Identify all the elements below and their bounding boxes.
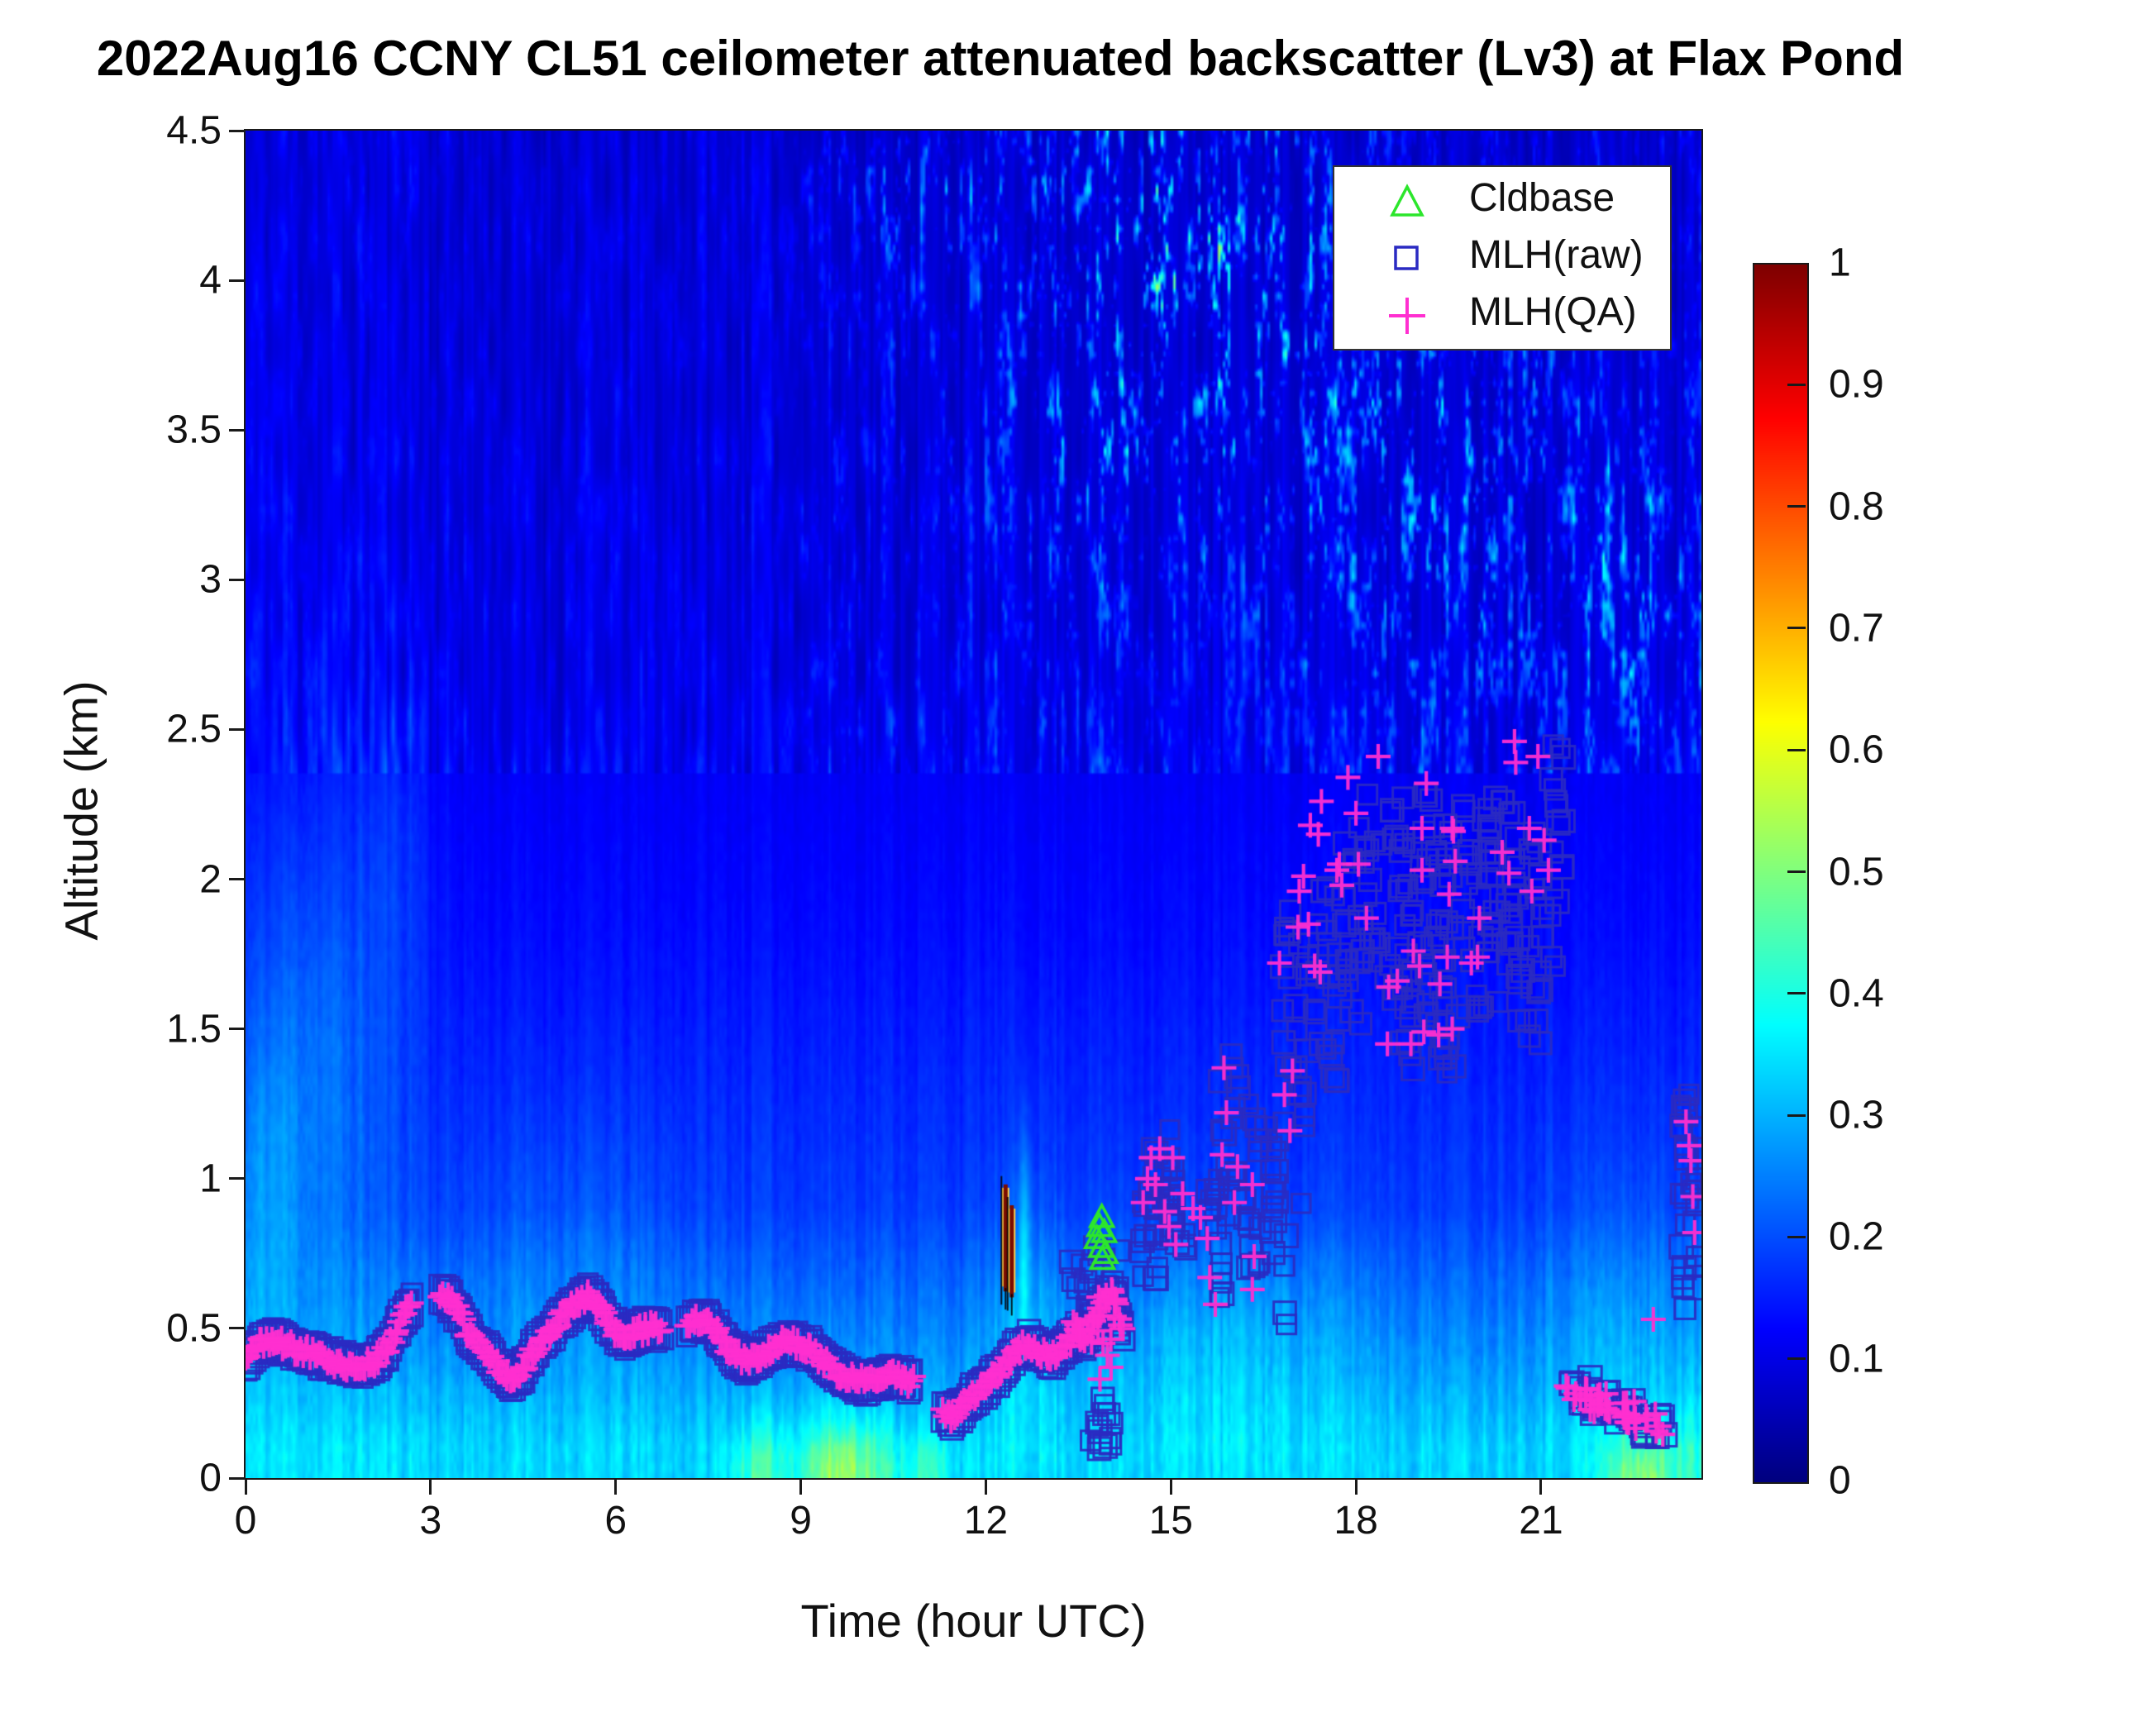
colorbar — [1753, 263, 1809, 1484]
y-tick-label: 0 — [199, 1456, 222, 1500]
x-tick-label: 21 — [1519, 1499, 1563, 1543]
y-tick-label: 2 — [199, 857, 222, 902]
colorbar-tick — [1787, 627, 1806, 630]
y-tick-label: 1.5 — [166, 1007, 222, 1052]
colorbar-tick — [1787, 1357, 1806, 1361]
legend-row-mlh-qa: MLH(QA) — [1334, 288, 1670, 345]
y-axis-label: Altitude (km) — [55, 680, 107, 941]
y-tick-label: 0.5 — [166, 1306, 222, 1351]
x-axis-label: Time (hour UTC) — [800, 1595, 1147, 1647]
mlh-qa-plus-icon — [1384, 293, 1430, 339]
colorbar-tick — [1787, 505, 1806, 508]
colorbar-tick-label: 1 — [1829, 241, 1851, 285]
colorbar-tick-label: 0.9 — [1829, 362, 1884, 407]
colorbar-tick-label: 0.6 — [1829, 727, 1884, 772]
y-tick — [229, 428, 246, 432]
y-tick — [229, 1177, 246, 1180]
y-tick-label: 3 — [199, 557, 222, 602]
colorbar-gradient — [1754, 265, 1807, 1482]
y-tick — [229, 279, 246, 282]
heatmap-scatter-canvas — [246, 131, 1701, 1478]
legend-label-mlh-qa: MLH(QA) — [1469, 290, 1637, 334]
x-tick — [244, 1478, 247, 1495]
colorbar-tick — [1787, 383, 1806, 386]
colorbar-tick-label: 0.2 — [1829, 1214, 1884, 1259]
colorbar-tick-label: 0.3 — [1829, 1093, 1884, 1137]
colorbar-tick — [1787, 870, 1806, 873]
legend-row-cldbase: Cldbase — [1334, 174, 1670, 231]
y-tick — [229, 878, 246, 881]
y-tick-label: 4.5 — [166, 108, 222, 153]
y-tick-label: 2.5 — [166, 707, 222, 751]
x-tick — [614, 1478, 618, 1495]
x-tick-label: 15 — [1148, 1499, 1193, 1543]
x-tick-label: 18 — [1334, 1499, 1378, 1543]
colorbar-tick — [1787, 992, 1806, 995]
colorbar-tick-label: 0.8 — [1829, 484, 1884, 529]
legend-row-mlh-raw: MLH(raw) — [1334, 231, 1670, 288]
y-tick — [229, 578, 246, 581]
plot-area — [244, 129, 1703, 1480]
legend-label-cldbase: Cldbase — [1469, 176, 1615, 220]
colorbar-tick — [1787, 748, 1806, 751]
colorbar-tick — [1787, 1114, 1806, 1117]
x-tick-label: 0 — [234, 1499, 257, 1543]
x-tick — [1354, 1478, 1358, 1495]
cldbase-triangle-icon — [1384, 179, 1430, 225]
legend-label-mlh-raw: MLH(raw) — [1469, 233, 1644, 277]
x-tick-label: 3 — [419, 1499, 442, 1543]
y-tick-label: 3.5 — [166, 408, 222, 452]
y-tick — [229, 1476, 246, 1480]
x-tick-label: 6 — [604, 1499, 627, 1543]
x-tick — [984, 1478, 987, 1495]
colorbar-tick-label: 0.4 — [1829, 971, 1884, 1016]
colorbar-tick-label: 0.7 — [1829, 606, 1884, 651]
y-tick-label: 4 — [199, 258, 222, 303]
y-tick — [229, 1327, 246, 1330]
colorbar-tick-label: 0 — [1829, 1458, 1851, 1503]
y-tick — [229, 727, 246, 731]
x-tick — [799, 1478, 803, 1495]
colorbar-tick-label: 0.1 — [1829, 1337, 1884, 1381]
x-tick — [429, 1478, 432, 1495]
x-tick — [1539, 1478, 1543, 1495]
y-tick — [229, 1028, 246, 1031]
legend: Cldbase MLH(raw) MLH(QA) — [1333, 165, 1672, 351]
mlh-raw-square-icon — [1384, 236, 1430, 282]
plot-title: 2022Aug16 CCNY CL51 ceilometer attenuate… — [96, 31, 1905, 86]
y-tick — [229, 129, 246, 132]
y-tick-label: 1 — [199, 1157, 222, 1201]
colorbar-tick — [1787, 1235, 1806, 1238]
x-tick — [1169, 1478, 1172, 1495]
x-tick-label: 9 — [790, 1499, 812, 1543]
x-tick-label: 12 — [963, 1499, 1009, 1543]
colorbar-tick-label: 0.5 — [1829, 850, 1884, 894]
